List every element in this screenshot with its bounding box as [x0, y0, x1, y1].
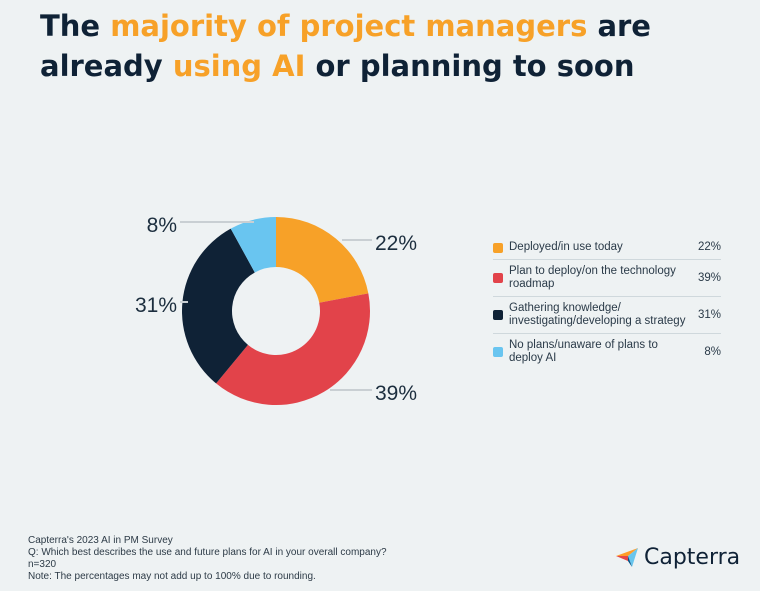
capterra-logo-text: Capterra	[644, 545, 741, 570]
legend: Deployed/in use today 22% Plan to deploy…	[493, 236, 721, 370]
legend-item: No plans/unaware of plans to deploy AI 8…	[493, 334, 721, 370]
legend-value: 22%	[697, 241, 721, 253]
donut-slice	[181, 228, 255, 384]
legend-label: Plan to deploy/on the technology roadmap	[509, 265, 676, 290]
capterra-logo: Capterra	[616, 545, 740, 570]
footnote: Capterra's 2023 AI in PM Survey Q: Which…	[28, 535, 588, 583]
legend-item: Gathering knowledge/ investigating/devel…	[493, 297, 721, 334]
footnote-source: Capterra's 2023 AI in PM Survey	[28, 535, 173, 546]
capterra-logo-icon	[616, 547, 638, 567]
legend-value: 8%	[704, 345, 721, 358]
title-highlight-1: majority of project managers	[110, 9, 588, 43]
legend-value: 39%	[697, 271, 721, 284]
donut-slice	[216, 293, 370, 405]
legend-label: Gathering knowledge/ investigating/devel…	[509, 302, 686, 327]
legend-swatch	[493, 310, 503, 320]
legend-swatch	[493, 347, 503, 357]
legend-item: Deployed/in use today 22%	[493, 236, 721, 260]
donut-slice	[230, 217, 276, 273]
title-part-2: are already	[40, 9, 651, 83]
title-part-3: or planning to soon	[305, 49, 635, 83]
legend-item: Plan to deploy/on the technology roadmap…	[493, 260, 721, 297]
legend-swatch	[493, 273, 503, 283]
legend-value: 31%	[697, 308, 721, 321]
data-label: 8%	[147, 214, 177, 237]
data-label: 31%	[135, 294, 177, 317]
legend-swatch	[493, 242, 503, 253]
footnote-question: Q: Which best describes the use and futu…	[28, 547, 387, 558]
legend-label: No plans/unaware of plans to deploy AI	[509, 339, 658, 364]
title-part-1: The	[40, 9, 111, 43]
chart-title: The majority of project managers are alr…	[40, 6, 740, 86]
footnote-sample-size: n=320	[28, 559, 57, 570]
title-highlight-2: using AI	[172, 49, 306, 83]
footnote-note: Note: The percentages may not add up to …	[28, 571, 316, 582]
legend-label: Deployed/in use today	[509, 241, 623, 253]
data-label: 22%	[375, 232, 417, 255]
donut-slice	[276, 217, 369, 303]
data-label: 39%	[375, 382, 417, 405]
